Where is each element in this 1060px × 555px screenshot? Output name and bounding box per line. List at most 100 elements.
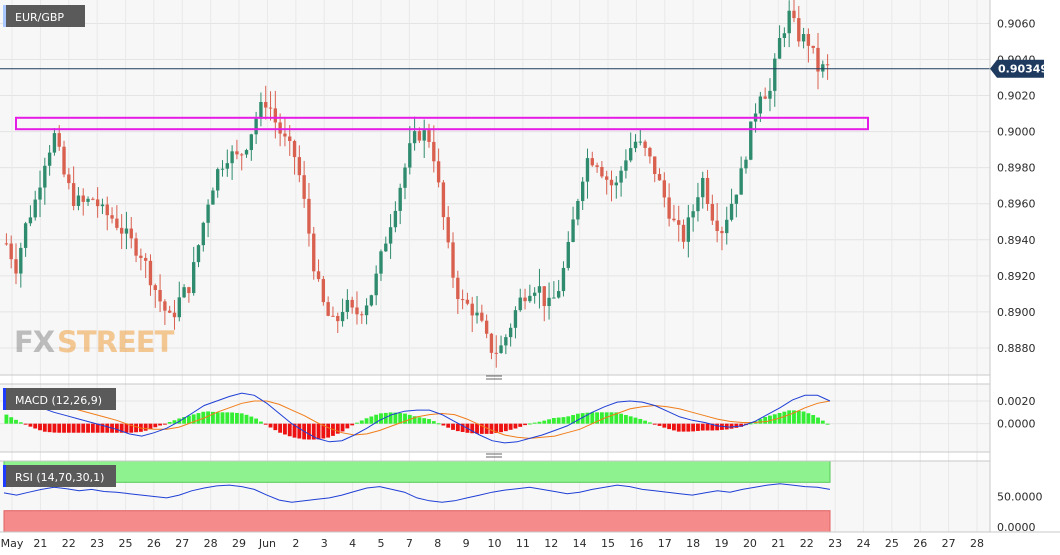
- macd-histogram-bar: [210, 411, 215, 424]
- macd-histogram-bar: [609, 412, 614, 424]
- macd-histogram-bar: [427, 419, 431, 424]
- candle-body: [787, 10, 791, 34]
- macd-histogram-bar: [90, 423, 95, 433]
- macd-histogram-bar: [806, 413, 811, 424]
- macd-histogram-bar: [691, 423, 696, 432]
- x-tick-label: May: [1, 537, 24, 550]
- candle-body: [355, 307, 359, 315]
- candle-body: [508, 327, 513, 338]
- x-tick-label: 21: [771, 537, 785, 550]
- macd-label[interactable]: MACD (12,26,9): [3, 388, 116, 410]
- candle-body: [614, 182, 618, 186]
- macd-histogram-bar: [614, 412, 619, 424]
- macd-histogram-bar: [18, 422, 23, 424]
- candle-body: [537, 286, 542, 293]
- candle-body: [47, 152, 52, 166]
- candle-body: [110, 215, 114, 219]
- candle-body: [513, 310, 518, 328]
- macd-histogram-bar: [162, 423, 167, 425]
- candle-body: [158, 289, 162, 302]
- macd-histogram-bar: [460, 423, 465, 432]
- candle-body: [585, 158, 590, 182]
- candle-body: [571, 219, 575, 242]
- macd-histogram-bar: [143, 423, 148, 431]
- candle-body: [38, 187, 42, 200]
- candle-body: [14, 259, 18, 274]
- macd-histogram-bar: [585, 412, 590, 424]
- macd-histogram-bar: [196, 413, 201, 424]
- macd-histogram-bar: [326, 423, 331, 438]
- macd-histogram-bar: [446, 423, 451, 428]
- x-tick-label: 14: [573, 537, 587, 550]
- macd-histogram-bar: [715, 423, 720, 431]
- candle-body: [292, 141, 297, 158]
- candle-body: [91, 198, 95, 200]
- candle-body: [4, 243, 9, 245]
- macd-histogram-bar: [379, 413, 383, 424]
- candle-body: [201, 222, 205, 246]
- svg-text:STREET: STREET: [57, 325, 175, 359]
- price-y-tick-label: 0.8920: [997, 270, 1036, 283]
- candle-body: [782, 33, 787, 38]
- x-tick-label: 19: [715, 537, 729, 550]
- candle-body: [33, 199, 37, 218]
- macd-histogram-bar: [100, 423, 105, 433]
- candle-body: [177, 297, 181, 318]
- candle-body: [677, 220, 681, 225]
- candle-body: [451, 242, 455, 278]
- x-tick-label: 8: [434, 537, 441, 550]
- macd-histogram-bar: [340, 423, 345, 432]
- pane-resize-handle-1[interactable]: [486, 375, 502, 380]
- candle-body: [249, 134, 254, 151]
- macd-histogram-bar: [676, 423, 681, 432]
- macd-histogram-bar: [345, 423, 350, 429]
- candle-body: [806, 34, 811, 46]
- rsi-label[interactable]: RSI (14,70,30,1): [3, 465, 116, 487]
- macd-histogram-bar: [768, 415, 772, 424]
- candle-body: [81, 195, 85, 202]
- macd-histogram-bar: [393, 412, 398, 424]
- candle-body: [235, 151, 239, 155]
- candle-body: [148, 260, 153, 286]
- price-y-tick-label: 0.8940: [997, 234, 1036, 247]
- macd-histogram-bar: [816, 417, 820, 424]
- candle-body: [62, 146, 66, 175]
- macd-histogram-bar: [254, 418, 259, 424]
- candle-body: [28, 217, 33, 224]
- candle-body: [763, 96, 767, 99]
- macd-histogram-bar: [499, 423, 503, 433]
- macd-histogram-bar: [787, 410, 792, 424]
- macd-histogram-bar: [652, 423, 657, 425]
- candle-body: [633, 141, 638, 149]
- candle-body: [163, 301, 167, 311]
- macd-histogram-bar: [33, 423, 38, 429]
- pane-resize-handle-2[interactable]: [486, 453, 502, 458]
- candle-body: [364, 305, 369, 316]
- candle-body: [134, 238, 138, 256]
- macd-histogram-bar: [628, 416, 633, 424]
- candle-body: [345, 299, 350, 313]
- candlestick-series: [4, 0, 830, 368]
- macd-histogram-bar: [182, 417, 187, 424]
- macd-histogram: [4, 410, 830, 440]
- candle-body: [749, 121, 753, 160]
- candle-body: [825, 64, 830, 66]
- candle-body: [580, 181, 585, 202]
- macd-histogram-bar: [710, 423, 715, 431]
- candle-body: [552, 297, 556, 299]
- candle-body: [422, 130, 426, 141]
- macd-histogram-bar: [66, 423, 71, 433]
- x-tick-label: 26: [913, 537, 927, 550]
- candle-body: [504, 337, 508, 346]
- symbol-label[interactable]: EUR/GBP: [3, 5, 85, 27]
- macd-histogram-bar: [206, 411, 211, 424]
- candle-body: [52, 133, 57, 153]
- candle-body: [758, 96, 763, 114]
- candle-body: [408, 143, 412, 168]
- macd-histogram-bar: [431, 421, 436, 424]
- candle-body: [417, 131, 422, 141]
- x-tick-label: 2: [292, 537, 299, 550]
- macd-histogram-bar: [662, 423, 667, 428]
- candle-body: [547, 297, 551, 307]
- macd-histogram-bar: [811, 415, 816, 424]
